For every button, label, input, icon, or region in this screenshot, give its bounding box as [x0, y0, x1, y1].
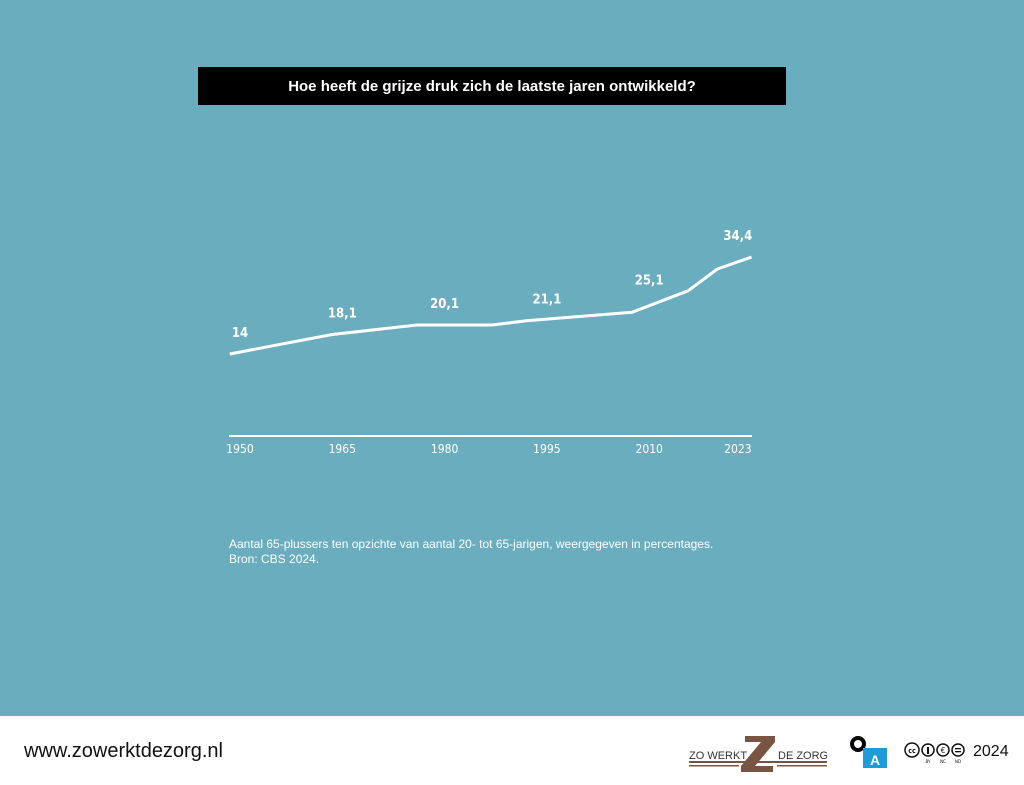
- svg-text:NC: NC: [940, 759, 946, 764]
- x-tick-label: 2023: [724, 442, 751, 456]
- by-icon: [921, 743, 935, 757]
- data-label: 18,1: [328, 307, 357, 322]
- chart-note: Aantal 65-plussers ten opzichte van aant…: [229, 537, 713, 567]
- svg-text:ZO WERKT: ZO WERKT: [689, 750, 747, 762]
- x-tick-label: 1995: [533, 442, 560, 456]
- svg-text:€: €: [941, 746, 946, 755]
- x-tick-label: 1950: [226, 442, 254, 456]
- line-chart: 1950 1965 1980 1995 2010 2023 14 18,1 20,1 21,1 2…: [226, 229, 752, 456]
- svg-text:A: A: [870, 752, 880, 768]
- note-description: Aantal 65-plussers ten opzichte van aant…: [229, 537, 714, 551]
- x-tick-label: 1965: [329, 442, 356, 456]
- nd-icon: [951, 743, 965, 757]
- series-line: [229, 255, 752, 356]
- nc-icon: €: [936, 743, 950, 757]
- svg-text:DE ZORG: DE ZORG: [778, 750, 827, 762]
- copyright-year: 2024: [973, 743, 1009, 760]
- svg-text:ND: ND: [955, 759, 961, 764]
- data-label: 21,1: [532, 292, 561, 307]
- data-label: 20,1: [430, 297, 459, 312]
- data-label: 14: [232, 326, 248, 341]
- creative-commons-license[interactable]: cc € BY NC ND: [904, 742, 968, 764]
- footer: www.zowerktdezorg.nl ZO WERKT DE ZORG A …: [0, 716, 1024, 785]
- zo-werkt-de-zorg-logo: ZO WERKT DE ZORG: [689, 736, 827, 772]
- svg-text:cc: cc: [908, 747, 916, 755]
- x-tick-label: 2010: [635, 442, 663, 456]
- website-link[interactable]: www.zowerktdezorg.nl: [24, 740, 223, 762]
- chart-title: Hoe heeft de grijze druk zich de laatste…: [198, 67, 786, 105]
- svg-text:BY: BY: [925, 759, 931, 764]
- data-label: 25,1: [635, 273, 664, 288]
- note-source: Bron: CBS 2024.: [229, 552, 320, 566]
- x-tick-label: 1980: [431, 442, 459, 456]
- cc-icon: cc: [904, 742, 920, 758]
- open-access-logo: A: [850, 736, 887, 768]
- data-label: 34,4: [723, 229, 752, 244]
